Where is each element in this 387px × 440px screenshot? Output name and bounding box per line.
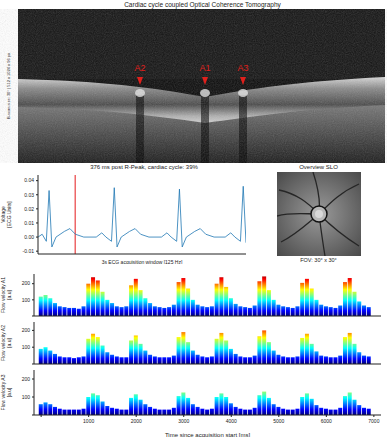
svg-text:A2: A2 xyxy=(134,63,145,73)
svg-text:0.03: 0.03 xyxy=(24,192,34,198)
svg-text:0.01: 0.01 xyxy=(24,220,34,226)
html-text:376 ms post R-Peak, cardiac cy: 376 ms post R-Peak, cardiac cycle: 39% xyxy=(90,164,198,170)
svg-text:100: 100 xyxy=(22,344,31,350)
svg-text:Voltage[ECG Units]: Voltage[ECG Units] xyxy=(0,201,12,228)
svg-text:Flow velocity A1[a.u]: Flow velocity A1[a.u] xyxy=(0,277,12,313)
html-text:Cardiac cycle coupled Optical: Cardiac cycle coupled Optical Coherence … xyxy=(124,1,281,8)
svg-text:A3: A3 xyxy=(237,63,248,73)
svg-text:B-scan size: 30° | 512 x 1024: B-scan size: 30° | 512 x 1024 x 96 px xyxy=(6,53,11,119)
svg-text:1000: 1000 xyxy=(83,418,94,424)
svg-text:2000: 2000 xyxy=(131,418,142,424)
svg-text:7000: 7000 xyxy=(368,418,379,424)
svg-text:0.04: 0.04 xyxy=(24,177,34,183)
svg-text:200: 200 xyxy=(22,327,31,333)
svg-text:Flow velocity A3[a.u]: Flow velocity A3[a.u] xyxy=(0,374,12,410)
svg-text:3s ECG acquisition window [125: 3s ECG acquisition window [125 Hz] xyxy=(102,259,183,264)
svg-text:A1: A1 xyxy=(199,63,210,73)
svg-text:5000: 5000 xyxy=(273,418,284,424)
svg-text:200: 200 xyxy=(22,280,31,286)
svg-text:Time since acquisition start [: Time since acquisition start [ms] xyxy=(165,432,250,437)
svg-text:0.02: 0.02 xyxy=(24,206,34,212)
html-text:FOV: 30° x 30°: FOV: 30° x 30° xyxy=(300,257,337,263)
html-text:Overview SLO: Overview SLO xyxy=(299,164,338,170)
svg-text:6000: 6000 xyxy=(321,418,332,424)
svg-text:3000: 3000 xyxy=(178,418,189,424)
svg-text:4000: 4000 xyxy=(226,418,237,424)
svg-text:0.00: 0.00 xyxy=(24,234,34,240)
svg-text:100: 100 xyxy=(22,394,31,400)
svg-text:200: 200 xyxy=(22,376,31,382)
svg-text:Flow velocity A2[a.u]: Flow velocity A2[a.u] xyxy=(0,325,12,361)
svg-text:-0.01: -0.01 xyxy=(23,248,35,254)
svg-text:100: 100 xyxy=(22,297,31,303)
